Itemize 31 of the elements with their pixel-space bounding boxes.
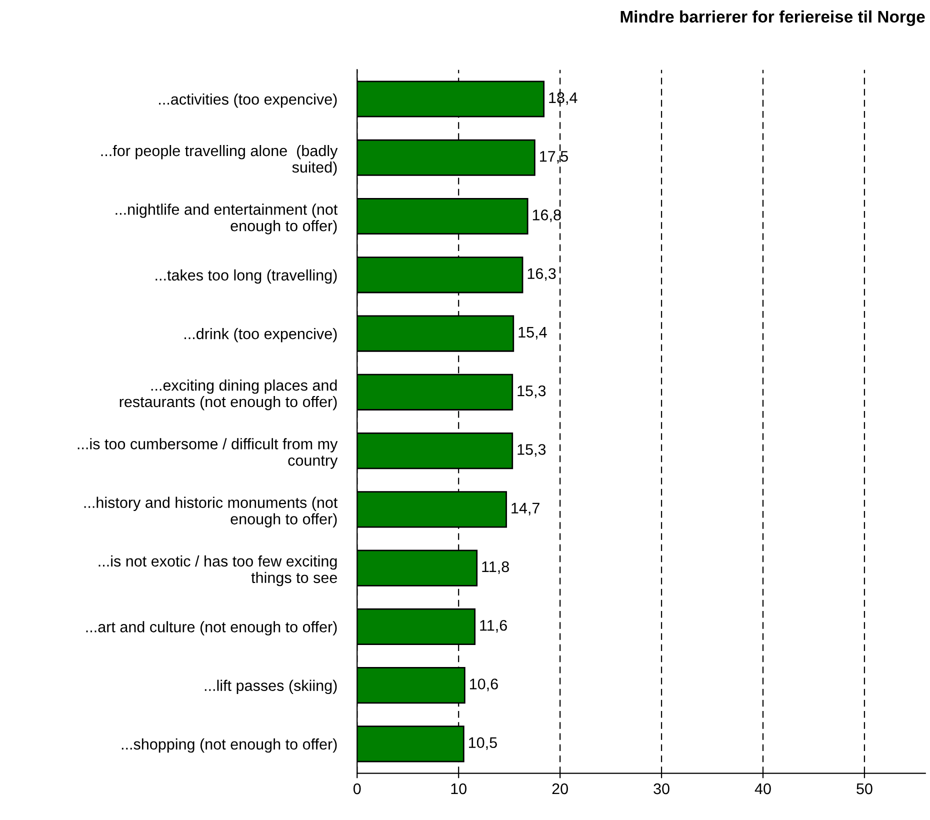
y-tick-label: ...art and culture (not enough to offer) xyxy=(86,621,337,636)
x-tick-label: 10 xyxy=(451,783,466,794)
y-tick-label: ...activities (too expencive) xyxy=(159,93,337,108)
data-label: 15,3 xyxy=(518,444,546,457)
y-tick-label: ...exciting dining places and restaurants (not enough to offer) xyxy=(120,380,337,410)
data-label: 18,4 xyxy=(549,92,578,105)
chart-title: Mindre barrierer for feriereise til Norge xyxy=(620,10,925,26)
data-label: 11,8 xyxy=(482,561,509,574)
y-tick-label: ...is too cumbersome / difficult from my country xyxy=(78,438,338,469)
data-label: 14,7 xyxy=(512,502,540,516)
x-tick-label: 50 xyxy=(856,783,872,794)
x-tick-label: 20 xyxy=(552,783,568,794)
x-tick-label: 0 xyxy=(353,783,361,794)
y-tick-label: ...shopping (not enough to offer) xyxy=(122,738,337,753)
data-label: 15,4 xyxy=(518,326,547,340)
data-label: 11,6 xyxy=(480,620,507,633)
y-tick-label: ...lift passes (skiing) xyxy=(204,680,337,694)
data-label: 10,5 xyxy=(468,737,497,750)
y-tick-label: ...takes too long (travelling) xyxy=(156,269,337,284)
x-tick-label: 40 xyxy=(754,783,771,794)
data-label: 16,3 xyxy=(528,268,556,281)
data-label: 17,5 xyxy=(540,151,568,164)
y-tick-label: ...history and historic monuments (not enough to offer) xyxy=(84,496,338,528)
y-tick-label: ...nightlife and entertainment (not enough to offer) xyxy=(116,204,338,234)
y-tick-label: ...is not exotic / has too few exciting things to see xyxy=(98,555,338,586)
x-tick-label: 30 xyxy=(654,783,670,794)
data-label: 16,8 xyxy=(532,210,561,222)
y-tick-label: ...drink (too expencive) xyxy=(184,328,337,342)
y-tick-label: ...for people travelling alone (badly suited) xyxy=(101,144,338,176)
data-label: 10,6 xyxy=(470,678,498,692)
data-label: 15,3 xyxy=(518,385,546,398)
